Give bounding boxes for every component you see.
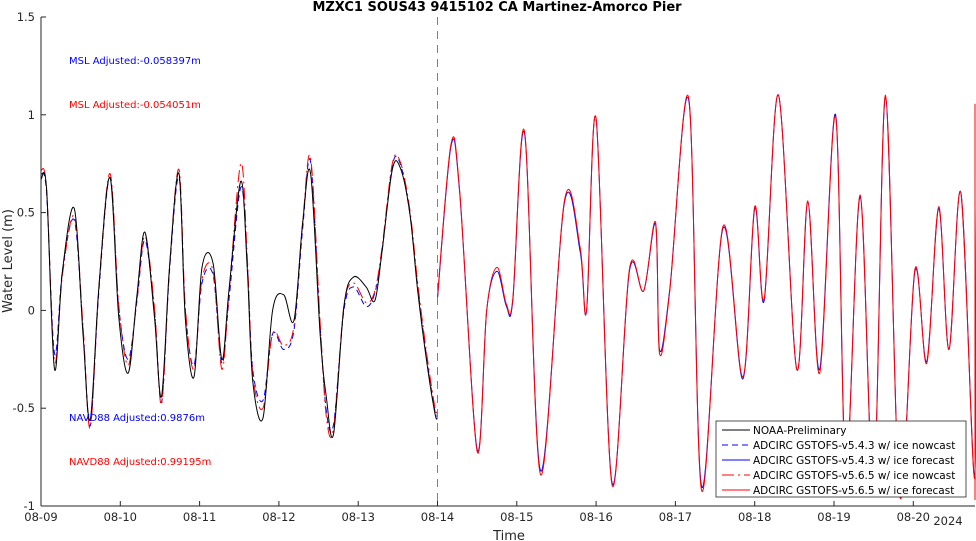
legend-box	[715, 420, 967, 498]
annotation-msl-blue: MSL Adjusted:-0.058397m	[69, 56, 201, 67]
series-layer	[40, 94, 976, 500]
chart-title: MZXC1 SOUS43 9415102 CA Martinez-Amorco …	[312, 0, 682, 15]
x-ticks: 08-09 08-10 08-11 08-12 08-13 08-14 08-15 08-16…	[24, 501, 930, 524]
x-tick-label: 08-15	[500, 510, 533, 524]
y-tick-label: -1	[24, 499, 35, 513]
annotation-msl-red: MSL Adjusted:-0.054051m	[69, 100, 201, 111]
y-tick-label: 0	[28, 303, 35, 317]
x-tick-label: 08-13	[341, 510, 374, 524]
legend: NOAA-Preliminary ADCIRC GSTOFS-v5.4.3 w/ …	[715, 420, 967, 498]
y-tick-label: 0.5	[17, 206, 35, 220]
x-tick-label: 08-18	[738, 510, 771, 524]
x-tick-label: 08-20	[897, 510, 930, 524]
x-tick-label: 08-10	[104, 510, 137, 524]
legend-label: ADCIRC GSTOFS-v5.6.5 w/ ice nowcast	[753, 470, 955, 482]
legend-label: NOAA-Preliminary	[753, 425, 846, 437]
y-tick-label: 1	[28, 108, 35, 122]
legend-label: ADCIRC GSTOFS-v5.6.5 w/ ice forecast	[753, 485, 954, 497]
x-tick-label: 08-16	[579, 510, 612, 524]
x-tick-label: 08-11	[183, 510, 216, 524]
series-line-1	[40, 155, 438, 433]
legend-label: ADCIRC GSTOFS-v5.4.3 w/ ice forecast	[753, 455, 954, 467]
y-tick-label: -0.5	[13, 401, 35, 415]
y-ticks: -1 -0.5 0 0.5 1 1.5	[13, 10, 46, 513]
x-tick-label: 08-09	[24, 510, 57, 524]
x-tick-label: 08-17	[659, 510, 692, 524]
series-line-4	[437, 94, 976, 500]
annotation-navd88-red: NAVD88 Adjusted:0.99195m	[69, 457, 211, 468]
y-axis-label: Water Level (m)	[1, 209, 16, 313]
y-tick-label: 1.5	[17, 10, 35, 24]
x-tick-label: 08-14	[421, 510, 454, 524]
annotation-navd88-blue: NAVD88 Adjusted:0.9876m	[69, 413, 205, 424]
legend-label: ADCIRC GSTOFS-v5.4.3 w/ ice nowcast	[753, 440, 955, 452]
series-line-0	[40, 160, 438, 438]
x-tick-label: 08-19	[817, 510, 850, 524]
year-label: 2024	[933, 514, 962, 528]
x-tick-label: 08-12	[262, 510, 295, 524]
x-axis-label: Time	[492, 529, 525, 541]
